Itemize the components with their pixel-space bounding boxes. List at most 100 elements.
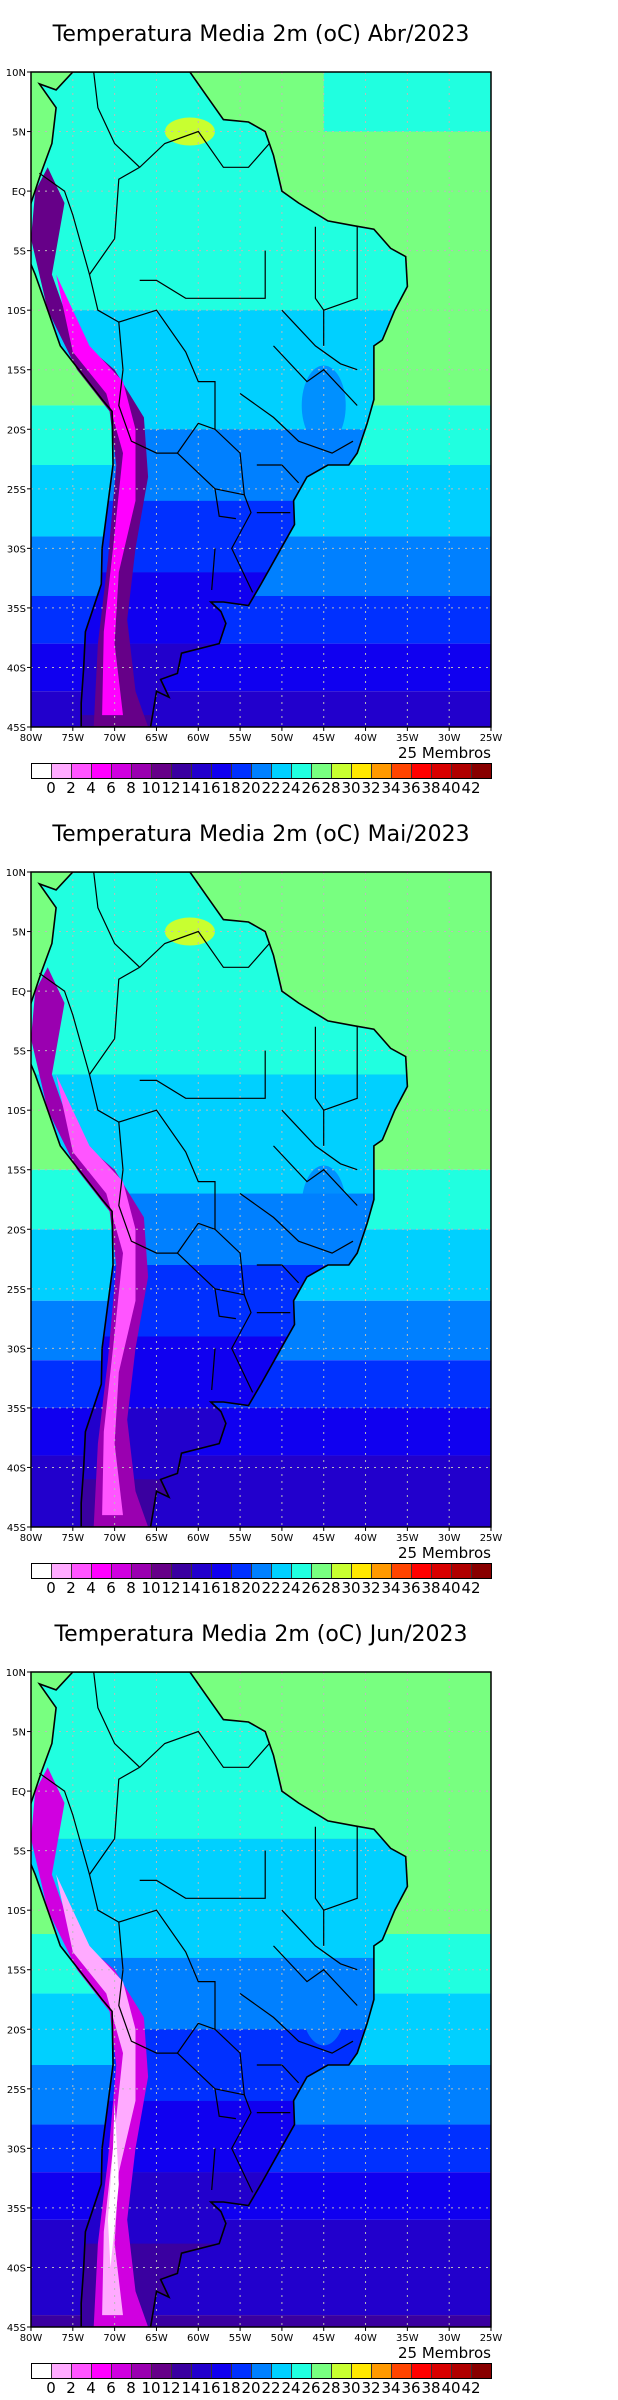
colorbar-swatch bbox=[32, 2364, 52, 2378]
colorbar-label: 26 bbox=[301, 2379, 321, 2397]
lat-tick-label: EQ bbox=[12, 187, 26, 198]
country-border bbox=[239, 1993, 354, 2054]
colorbar-swatch bbox=[472, 2364, 491, 2378]
highland-region bbox=[301, 1965, 346, 2046]
lon-tick-label: 50W bbox=[271, 733, 294, 744]
colorbar-label: 40 bbox=[441, 1579, 461, 1597]
country-border bbox=[211, 2148, 216, 2191]
colorbar-swatch bbox=[232, 764, 252, 778]
colorbar-swatch bbox=[52, 764, 72, 778]
map-panel: Temperatura Media 2m (oC) Mai/2023 10N 5N E… bbox=[0, 800, 618, 1600]
lat-tick-label: 35S bbox=[7, 2204, 26, 2215]
lat-tick-label: 40S bbox=[7, 2263, 26, 2274]
lon-tick-label: 60W bbox=[187, 2333, 210, 2344]
colorbar-label: 30 bbox=[341, 779, 361, 797]
country-border bbox=[273, 1945, 358, 2006]
andes-cold-region bbox=[31, 167, 149, 727]
colorbar-swatch bbox=[392, 764, 412, 778]
colorbar-swatch bbox=[272, 1564, 292, 1578]
lat-tick-label: 25S bbox=[7, 485, 26, 496]
map-title: Temperatura Media 2m (oC) Abr/2023 bbox=[52, 22, 470, 47]
colorbar-label: 38 bbox=[421, 1579, 441, 1597]
colorbar-swatch bbox=[152, 764, 172, 778]
lat-tick-label: 45S bbox=[7, 723, 26, 734]
colorbar-label: 8 bbox=[126, 1579, 136, 1597]
lon-tick-label: 40W bbox=[354, 1533, 377, 1544]
colorbar-swatch bbox=[92, 764, 112, 778]
highland-region bbox=[301, 1165, 346, 1246]
country-border bbox=[88, 238, 254, 593]
lon-tick-label: 35W bbox=[396, 2333, 419, 2344]
country-border bbox=[118, 1122, 216, 1254]
colorbar-label: 34 bbox=[381, 779, 401, 797]
colorbar-label: 12 bbox=[161, 2379, 181, 2397]
colorbar-swatch bbox=[152, 2364, 172, 2378]
colorbar-swatch bbox=[192, 764, 212, 778]
colorbar-swatch bbox=[312, 764, 332, 778]
country-border bbox=[314, 1026, 325, 1111]
colorbar-label: 24 bbox=[281, 2379, 301, 2397]
country-border bbox=[281, 1909, 358, 1971]
lat-tick-label: 5S bbox=[13, 1847, 26, 1858]
lon-tick-label: 70W bbox=[103, 1533, 126, 1544]
colorbar-label: 2 bbox=[66, 779, 76, 797]
country-border bbox=[88, 1838, 254, 2193]
colorbar-label: 42 bbox=[461, 1579, 481, 1597]
colorbar-label: 36 bbox=[401, 779, 421, 797]
lat-tick-label: 5S bbox=[13, 247, 26, 258]
colorbar-label: 32 bbox=[361, 1579, 381, 1597]
colorbar-label: 30 bbox=[341, 2379, 361, 2397]
lat-tick-label: 45S bbox=[7, 1523, 26, 1534]
colorbar-label: 36 bbox=[401, 1579, 421, 1597]
colorbar-label: 14 bbox=[181, 1579, 201, 1597]
country-border bbox=[214, 1288, 236, 1320]
colorbar-label: 28 bbox=[321, 2379, 341, 2397]
colorbar-label: 32 bbox=[361, 2379, 381, 2397]
colorbar-swatch bbox=[292, 764, 312, 778]
lon-tick-label: 60W bbox=[187, 1533, 210, 1544]
colorbar bbox=[31, 2363, 492, 2379]
colorbar-label: 4 bbox=[86, 779, 96, 797]
colorbar-label: 18 bbox=[221, 1579, 241, 1597]
colorbar-label: 12 bbox=[161, 1579, 181, 1597]
colorbar-label: 16 bbox=[201, 779, 221, 797]
andes-coldest-core bbox=[107, 2100, 119, 2268]
lat-tick-label: 35S bbox=[7, 1404, 26, 1415]
colorbar-swatch bbox=[172, 1564, 192, 1578]
andes-cold-core bbox=[56, 1074, 136, 1516]
colorbar-swatch bbox=[92, 1564, 112, 1578]
country-border bbox=[93, 72, 141, 168]
map-panel: Temperatura Media 2m (oC) Jun/2023 10N 5N E… bbox=[0, 1600, 618, 2400]
colorbar-label: 36 bbox=[401, 2379, 421, 2397]
colorbar-label: 28 bbox=[321, 1579, 341, 1597]
highland-region bbox=[301, 365, 346, 446]
colorbar-swatch bbox=[432, 2364, 452, 2378]
country-border bbox=[114, 930, 270, 1039]
colorbar-label: 16 bbox=[201, 1579, 221, 1597]
colorbar-swatch bbox=[272, 2364, 292, 2378]
colorbar-swatch bbox=[352, 2364, 372, 2378]
colorbar-label: 14 bbox=[181, 779, 201, 797]
country-border bbox=[273, 345, 358, 406]
lon-tick-label: 35W bbox=[396, 1533, 419, 1544]
colorbar-swatch bbox=[432, 764, 452, 778]
colorbar-label: 28 bbox=[321, 779, 341, 797]
colorbar-label: 6 bbox=[106, 2379, 116, 2397]
country-border bbox=[39, 972, 91, 1075]
colorbar-swatch bbox=[252, 2364, 272, 2378]
lon-tick-label: 75W bbox=[62, 733, 85, 744]
colorbar-swatch bbox=[332, 764, 352, 778]
colorbar-label: 26 bbox=[301, 1579, 321, 1597]
colorbar-swatch bbox=[432, 1564, 452, 1578]
map-frame bbox=[30, 71, 492, 728]
colorbar-label: 40 bbox=[441, 2379, 461, 2397]
colorbar-swatch bbox=[132, 2364, 152, 2378]
lon-tick-label: 50W bbox=[271, 1533, 294, 1544]
colorbar-swatch bbox=[472, 764, 491, 778]
country-border bbox=[114, 1730, 270, 1839]
lat-tick-label: 5N bbox=[12, 928, 26, 939]
lon-tick-label: 65W bbox=[145, 2333, 168, 2344]
lat-tick-label: 45S bbox=[7, 2323, 26, 2334]
country-border bbox=[273, 1145, 358, 1206]
